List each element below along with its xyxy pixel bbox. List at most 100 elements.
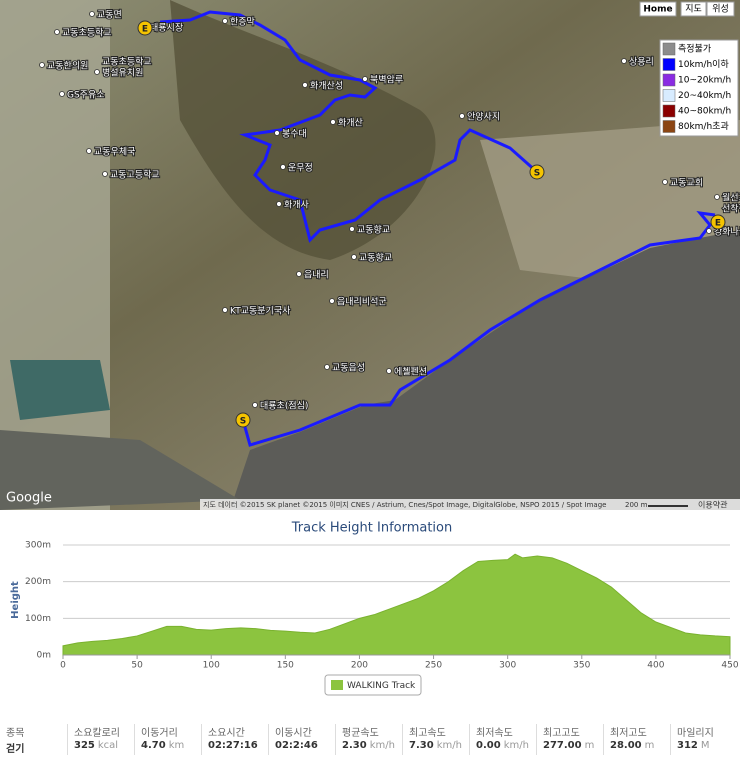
stat-header: 소요칼로리: [74, 728, 120, 739]
stats-table: 종목 걷기 소요칼로리 325 kcal 이동거리 4.70 km 소요시간 02:27:16 이동…: [0, 724, 740, 755]
stat-column: 최고속도 7.30 km/h: [402, 724, 469, 755]
poi-dot: [276, 201, 282, 207]
route-marker-label: S: [534, 169, 540, 179]
google-logo: Google: [6, 491, 52, 506]
ponds: [10, 360, 110, 420]
map-button-label: Home: [643, 5, 672, 15]
place-label: 교동한의원: [47, 61, 88, 72]
legend-swatch: [662, 58, 676, 71]
place-label: 안양사지: [467, 112, 500, 123]
sea: [230, 230, 740, 510]
y-axis-label: Height: [10, 581, 21, 619]
route-marker: [235, 412, 251, 428]
stat-value-row: 277.00 m: [543, 740, 603, 751]
poi-dot: [386, 368, 392, 374]
y-tick-label: 0m: [37, 651, 52, 661]
route-marker-label: E: [142, 25, 148, 35]
poi-dot: [280, 164, 286, 170]
place-label: 교동초등학교: [62, 28, 112, 39]
x-tick-label: 350: [573, 661, 590, 671]
chart-title: Track Height Information: [291, 521, 453, 536]
place-label: 교동고등학교: [110, 170, 160, 181]
stat-value: 7.30: [409, 740, 434, 751]
stat-header: 종목: [6, 728, 25, 739]
place-label: 교동향교: [357, 224, 390, 236]
stat-column: 최저속도 0.00 km/h: [469, 724, 536, 755]
stat-column: 평균속도 2.30 km/h: [335, 724, 402, 755]
terms-link[interactable]: 이용약관: [698, 500, 728, 510]
stat-unit: kcal: [97, 740, 119, 751]
poi-dot: [296, 271, 302, 277]
stat-column: 이동시간 02:2:46: [268, 724, 335, 755]
area: [62, 553, 731, 656]
poi-dot: [59, 91, 65, 97]
stat-value: 걷기: [6, 744, 25, 755]
stat-column: 최저고도 28.00 m: [603, 724, 670, 755]
place-label: 화개사: [284, 200, 310, 211]
stat-header: 이동거리: [141, 728, 178, 739]
poi-dot: [329, 298, 335, 304]
stat-header: 최저고도: [610, 728, 647, 739]
place-label: 에첼펜션: [394, 367, 427, 378]
stat-value-row: 0.00 km/h: [476, 740, 536, 751]
speed-legend: [659, 39, 739, 137]
stat-value-row: 4.70 km: [141, 740, 201, 751]
place-label: 대룡초(점심): [260, 400, 308, 412]
stat-column: 소요칼로리 325 kcal: [67, 724, 134, 755]
stat-value: 325: [74, 740, 95, 751]
legend-swatch: [662, 73, 676, 87]
y-tick-label: 200m: [25, 577, 51, 587]
map-button-label: 위성: [712, 4, 729, 15]
place-label: 북벽암루: [370, 74, 403, 86]
poi-dot: [362, 76, 368, 82]
stat-header: 소요시간: [208, 728, 245, 739]
x-tick-label: 250: [425, 661, 442, 671]
legend-label: 20~40km/h: [678, 91, 731, 101]
stat-value: 0.00: [476, 740, 501, 751]
y-tick-label: 300m: [25, 541, 51, 551]
place-label: 화개산: [338, 118, 363, 129]
poi-dot: [459, 113, 465, 119]
place-label: 읍내리비석군: [337, 297, 387, 308]
legend-swatch: [662, 104, 676, 118]
poi-dot: [102, 171, 108, 177]
poi-dot: [94, 69, 100, 75]
x-tick-label: 100: [203, 661, 220, 671]
route-marker-label: E: [715, 219, 721, 229]
stat-value: 312: [677, 740, 698, 751]
map[interactable]: [0, 0, 740, 510]
stat-column: 이동거리 4.70 km: [134, 724, 201, 755]
x-tick-label: 200: [351, 661, 368, 671]
stat-value-row: 02:27:16: [208, 740, 268, 751]
route-marker-label: S: [240, 417, 246, 427]
place-label: 읍내리: [304, 270, 329, 281]
route-marker: [710, 214, 726, 230]
legend-label: 80km/h초과: [678, 121, 729, 132]
legend-label: 측정불가: [678, 44, 711, 55]
poi-dot: [706, 228, 712, 234]
stat-value: 277.00: [543, 740, 582, 751]
map-button[interactable]: [639, 1, 677, 17]
stat-value: 02:27:16: [208, 740, 258, 751]
mountain: [170, 0, 436, 260]
attribution: 지도 데이터 ©2015 SK planet ©2015 이미지 CNES / …: [203, 500, 606, 509]
map-button[interactable]: [680, 1, 707, 17]
poi-dot: [54, 29, 60, 35]
legend-label: 40~80km/h: [678, 107, 731, 117]
legend-label: 10~20km/h: [678, 76, 731, 86]
x-tick-label: 300: [499, 661, 516, 671]
place-label: 교동교회: [670, 178, 703, 189]
stat-header: 최고속도: [409, 728, 446, 739]
poi-dot: [621, 58, 627, 64]
fields: [0, 0, 110, 510]
map-button[interactable]: [706, 1, 735, 17]
poi-dot: [222, 307, 228, 313]
stat-value-row: 325 kcal: [74, 740, 134, 751]
route: [159, 10, 538, 243]
legend-swatch: [662, 89, 676, 102]
poi-dot: [274, 130, 280, 136]
stat-header: 평균속도: [342, 728, 379, 739]
stat-column: 최고고도 277.00 m: [536, 724, 603, 755]
